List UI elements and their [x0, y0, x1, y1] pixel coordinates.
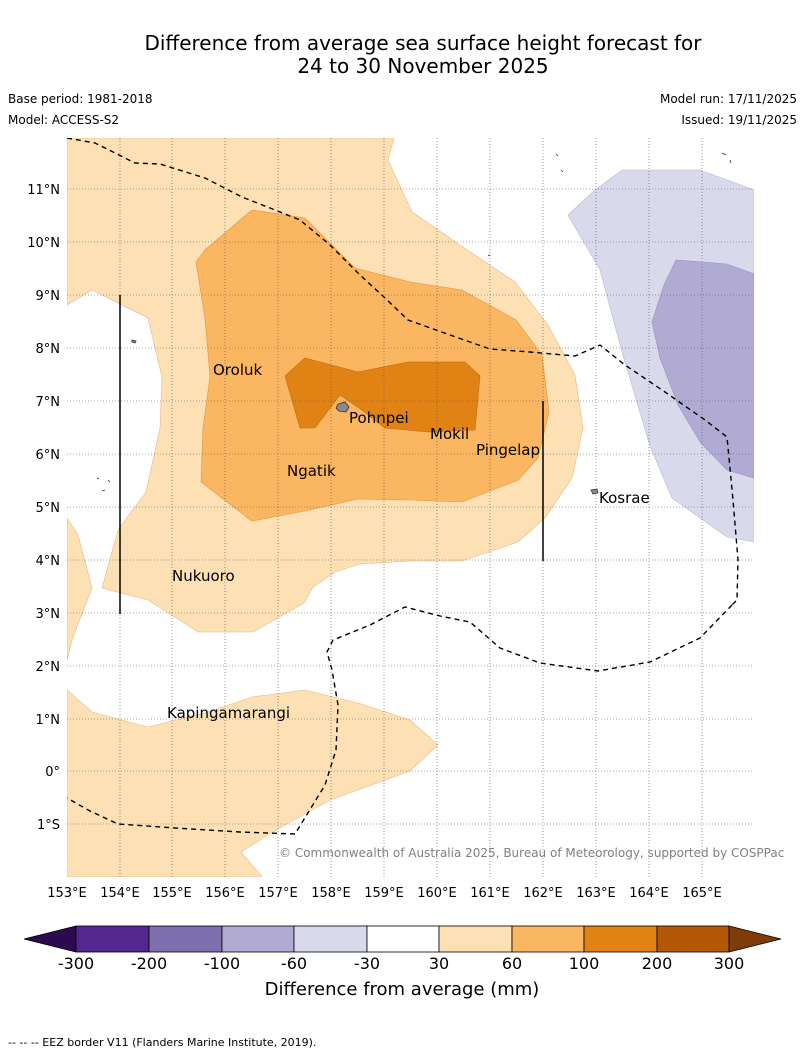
- pohnpei-island: [335, 401, 350, 413]
- longitude-labels: 153°E 154°E 155°E 156°E 157°E 158°E 159°…: [47, 886, 722, 901]
- lon-label: 160°E: [417, 886, 457, 901]
- model-run: Model run: 17/11/2025: [659, 92, 797, 106]
- colorbar-tick: -200: [131, 954, 167, 973]
- lat-label: 4°N: [36, 554, 61, 569]
- lon-label: 154°E: [100, 886, 140, 901]
- colorbar-tick: 200: [642, 954, 673, 973]
- label-oroluk: Oroluk: [213, 361, 262, 379]
- colorbar-tick: -100: [204, 954, 240, 973]
- model-name: Model: ACCESS-S2: [8, 113, 120, 127]
- colorbar-tick: -300: [58, 954, 94, 973]
- colorbar: [23, 925, 782, 953]
- anomaly-region-west-edge: [67, 517, 93, 661]
- lon-label: 157°E: [258, 886, 298, 901]
- copyright-notice: © Commonwealth of Australia 2025, Bureau…: [279, 846, 784, 860]
- colorbar-tick: 100: [569, 954, 600, 973]
- colorbar-bin: [511, 925, 585, 953]
- map-area: [67, 138, 754, 877]
- title-line-2: 24 to 30 November 2025: [297, 54, 549, 78]
- lat-label: 1°N: [36, 713, 61, 728]
- label-pingelap: Pingelap: [476, 441, 540, 459]
- lon-label: 159°E: [364, 886, 404, 901]
- colorbar-tick: 30: [429, 954, 449, 973]
- colorbar-ticks: -300 -200 -100 -60 -30 30 60 100 200 300: [58, 954, 744, 973]
- eez-border-south: [67, 604, 733, 835]
- colorbar-bin: [148, 925, 223, 953]
- eez-source-note: -- -- -- EEZ border V11 (Flanders Marine…: [8, 1036, 317, 1049]
- label-pohnpei: Pohnpei: [349, 409, 409, 427]
- lon-label: 155°E: [152, 886, 192, 901]
- kosrae-island: [590, 488, 599, 495]
- place-labels: Oroluk Pohnpei Mokil Pingelap Ngatik Kos…: [167, 361, 650, 722]
- lon-label: 156°E: [205, 886, 245, 901]
- colorbar-bin: [221, 925, 295, 953]
- anomaly-region-south: [67, 689, 439, 877]
- lon-label: 163°E: [576, 886, 616, 901]
- anomaly-region-100-200: [284, 357, 481, 433]
- lat-label: 1°S: [37, 818, 60, 833]
- lat-label: 5°N: [36, 501, 61, 516]
- colorbar-tick: 60: [502, 954, 522, 973]
- colorbar-title: Difference from average (mm): [265, 979, 540, 1000]
- lat-label: 10°N: [27, 236, 60, 251]
- small-island-ne: [487, 152, 732, 257]
- lat-label: 3°N: [36, 607, 61, 622]
- lat-label: 11°N: [27, 183, 60, 198]
- lon-label: 158°E: [311, 886, 351, 901]
- colorbar-tick: -30: [354, 954, 380, 973]
- anomaly-region-neg60-100: [651, 259, 754, 479]
- issued-date: Issued: 19/11/2025: [681, 113, 797, 127]
- label-nukuoro: Nukuoro: [172, 567, 235, 585]
- lat-label: 7°N: [36, 395, 61, 410]
- eez-border-north: [67, 138, 739, 606]
- islands: [96, 152, 732, 495]
- small-island-nw: [96, 477, 111, 492]
- map-title: Difference from average sea surface heig…: [0, 32, 804, 78]
- lon-label: 153°E: [47, 886, 87, 901]
- lon-label: 161°E: [470, 886, 510, 901]
- lat-label: 0°: [45, 765, 60, 780]
- colorbar-bin: [75, 925, 150, 953]
- label-kapingamarangi: Kapingamarangi: [167, 704, 290, 722]
- label-mokil: Mokil: [430, 425, 469, 443]
- colorbar-bin: [656, 925, 730, 953]
- lat-label: 8°N: [36, 342, 61, 357]
- colorbar-below-extension: [23, 925, 77, 953]
- lon-label: 162°E: [523, 886, 563, 901]
- small-island-1: [131, 339, 137, 344]
- colorbar-tick: 300: [714, 954, 745, 973]
- base-period: Base period: 1981-2018: [8, 92, 153, 106]
- anomaly-region-60-100: [195, 209, 550, 522]
- latitude-labels: 11°N 10°N 9°N 8°N 7°N 6°N 5°N 4°N 3°N 2°…: [27, 183, 60, 833]
- eez-borders: [67, 138, 739, 835]
- lat-label: 9°N: [36, 289, 61, 304]
- colorbar-bin: [583, 925, 658, 953]
- lon-label: 164°E: [629, 886, 669, 901]
- lat-label: 2°N: [36, 660, 61, 675]
- colorbar-tick: -60: [281, 954, 307, 973]
- label-kosrae: Kosrae: [599, 489, 650, 507]
- colorbar-bin: [366, 925, 440, 953]
- label-ngatik: Ngatik: [287, 462, 336, 480]
- lat-label: 6°N: [36, 448, 61, 463]
- lon-label: 165°E: [682, 886, 722, 901]
- title-line-1: Difference from average sea surface heig…: [144, 31, 702, 55]
- colorbar-bin: [438, 925, 513, 953]
- colorbar-bin: [293, 925, 368, 953]
- colorbar-above-extension: [728, 925, 782, 953]
